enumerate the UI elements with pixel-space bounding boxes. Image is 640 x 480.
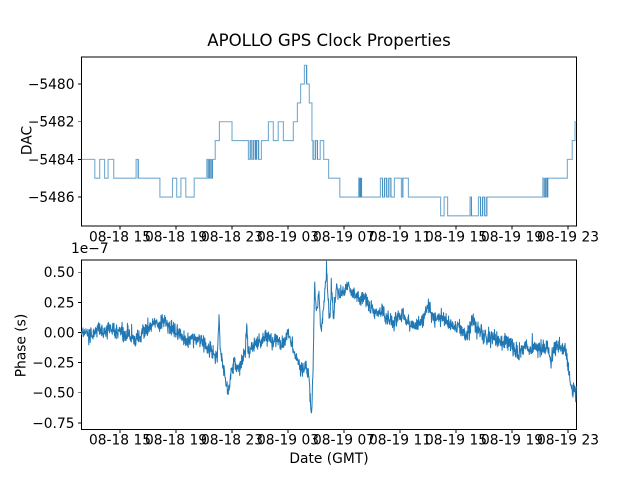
x-tick-label: 08-19 03 <box>257 230 319 246</box>
y-tick-label: 0.25 <box>44 295 75 311</box>
dac-step-line <box>81 64 577 217</box>
x-tick-label: 08-19 19 <box>481 433 543 449</box>
chart-title: APOLLO GPS Clock Properties <box>207 31 451 50</box>
y-tick-label: −5484 <box>28 152 75 168</box>
x-tick-label: 08-18 15 <box>89 230 151 246</box>
x-tick-label: 08-19 19 <box>481 230 543 246</box>
x-tick-label: 08-19 23 <box>537 230 599 246</box>
x-tick-label: 08-18 19 <box>145 230 207 246</box>
x-tick-label: 08-19 07 <box>313 433 375 449</box>
phase-offset-exponent: 1e−7 <box>71 241 109 257</box>
axes-frame <box>81 259 578 430</box>
y-tick-label: 0.00 <box>44 325 75 341</box>
x-tick-label: 08-19 15 <box>425 230 487 246</box>
x-tick-label: 08-18 19 <box>145 433 207 449</box>
x-tick-label: 08-19 15 <box>425 433 487 449</box>
x-tick-label: 08-19 03 <box>257 433 319 449</box>
x-tick-label: 08-18 15 <box>89 433 151 449</box>
x-tick-label: 08-19 11 <box>369 433 431 449</box>
x-tick-label: 08-19 07 <box>313 230 375 246</box>
y-tick-label: 0.50 <box>44 265 75 281</box>
phase-line <box>81 260 578 414</box>
x-tick-label: 08-18 23 <box>201 230 263 246</box>
y-tick-label: −0.25 <box>32 356 74 372</box>
x-tick-label: 08-19 11 <box>369 230 431 246</box>
x-tick-label: 08-18 23 <box>201 433 263 449</box>
y-tick-label: −0.75 <box>32 416 74 432</box>
axes-frame <box>81 56 578 227</box>
y-tick-label: −5482 <box>28 115 75 131</box>
x-axis-label: Date (GMT) <box>289 451 369 467</box>
y-tick-label: −5486 <box>28 190 75 206</box>
x-tick-label: 08-19 23 <box>537 433 599 449</box>
y-tick-label: −0.50 <box>32 386 74 402</box>
y-tick-label: −5480 <box>28 77 75 93</box>
